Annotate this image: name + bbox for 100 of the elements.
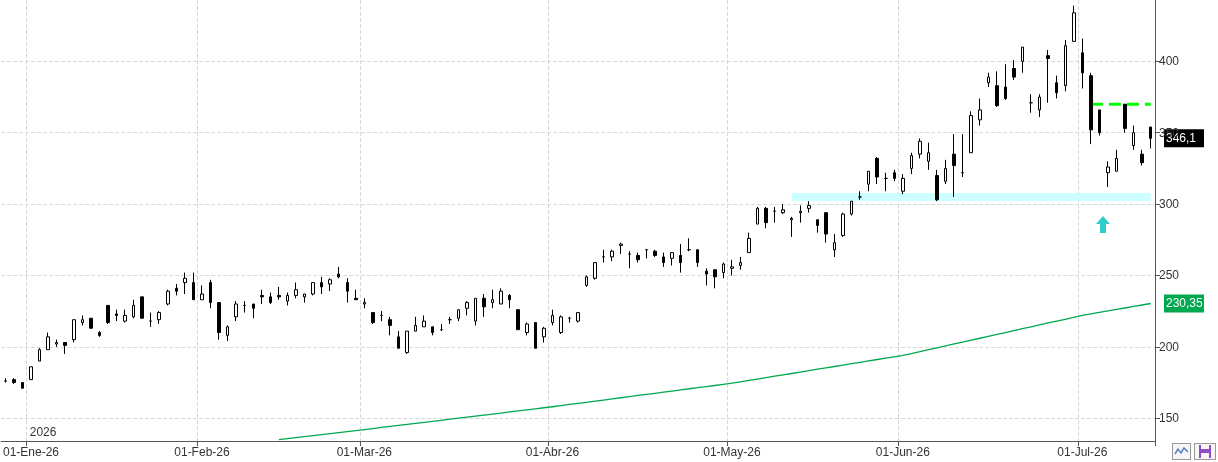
candlestick bbox=[1115, 149, 1118, 172]
candlestick bbox=[354, 289, 358, 301]
candlestick bbox=[320, 276, 323, 295]
candlestick bbox=[918, 137, 922, 159]
candlestick bbox=[841, 212, 845, 238]
candlestick bbox=[867, 170, 870, 192]
candlestick bbox=[474, 297, 477, 326]
candlestick bbox=[593, 262, 597, 281]
candlestick bbox=[636, 252, 640, 264]
candlestick bbox=[1046, 49, 1050, 104]
y-tick-label: 150 bbox=[1159, 411, 1180, 426]
candlestick bbox=[294, 282, 298, 299]
candlestick bbox=[260, 289, 264, 305]
candlestick bbox=[534, 322, 537, 349]
candlestick bbox=[252, 303, 255, 319]
x-tick-label: 01-May-26 bbox=[703, 445, 761, 459]
candlestick bbox=[175, 283, 178, 296]
candlestick bbox=[123, 309, 127, 324]
x-tick-label: 01-Jun-26 bbox=[875, 445, 931, 459]
x-tick-label: 01-Abr-26 bbox=[525, 445, 580, 459]
x-tick-label: 01-Ene-26 bbox=[3, 445, 60, 459]
annotation: 2026 bbox=[29, 425, 57, 439]
candlestick bbox=[816, 219, 819, 234]
candlestick bbox=[670, 252, 674, 266]
candlestick bbox=[1021, 46, 1024, 74]
y-tick-label: 300 bbox=[1159, 197, 1180, 212]
candlestick bbox=[756, 206, 759, 225]
candlestick bbox=[431, 326, 434, 336]
candlestick bbox=[192, 272, 195, 301]
candlestick bbox=[790, 216, 793, 238]
candlestick bbox=[739, 256, 742, 271]
x-tick-label: 01-Feb-26 bbox=[174, 445, 230, 459]
candlestick bbox=[773, 206, 776, 224]
candlestick bbox=[875, 156, 879, 185]
candlestick bbox=[1038, 93, 1041, 118]
line-series bbox=[278, 302, 1152, 441]
candlestick bbox=[952, 133, 956, 198]
candlestick bbox=[63, 342, 67, 355]
candlestick bbox=[499, 287, 503, 305]
candlestick bbox=[764, 206, 768, 229]
candlestick bbox=[807, 200, 811, 214]
candlestick bbox=[21, 381, 24, 389]
candlestick bbox=[687, 237, 691, 252]
candlestick bbox=[346, 277, 349, 304]
candlestick bbox=[850, 200, 853, 216]
candlestick bbox=[1098, 109, 1101, 137]
candlestick bbox=[1089, 72, 1093, 145]
candlestick bbox=[935, 169, 939, 202]
candlestick bbox=[226, 324, 229, 342]
candlestick bbox=[46, 332, 50, 351]
candlestick bbox=[303, 293, 306, 304]
candlestick bbox=[1072, 5, 1076, 42]
candlestick bbox=[29, 366, 33, 381]
candlestick bbox=[405, 330, 409, 355]
candlestick bbox=[927, 142, 930, 171]
candlestick bbox=[286, 292, 289, 306]
candlestick bbox=[679, 243, 682, 274]
candlestick bbox=[200, 284, 204, 301]
candlestick bbox=[516, 309, 520, 331]
candlestick bbox=[576, 312, 580, 324]
candlestick bbox=[799, 205, 802, 224]
candlestick bbox=[1106, 160, 1110, 188]
candlestick bbox=[696, 249, 699, 268]
candlestick bbox=[508, 293, 511, 309]
candlestick bbox=[491, 289, 494, 309]
candlestick bbox=[747, 232, 751, 254]
candlestick bbox=[1004, 63, 1007, 101]
candlestick bbox=[397, 330, 400, 349]
candlestick bbox=[465, 300, 469, 316]
candlestick bbox=[482, 293, 486, 318]
candlestick bbox=[610, 249, 614, 262]
candlestick bbox=[1132, 125, 1135, 151]
candlestick bbox=[209, 279, 212, 309]
candlestick bbox=[12, 377, 16, 385]
candlestick bbox=[559, 314, 563, 335]
candlestick bbox=[371, 312, 375, 325]
candlestick bbox=[183, 272, 187, 295]
y-tick-label: 400 bbox=[1159, 54, 1180, 69]
candlestick bbox=[995, 70, 999, 108]
candlestick bbox=[55, 339, 58, 348]
candlestick bbox=[944, 159, 947, 185]
x-tick-label: 01-Mar-26 bbox=[336, 445, 393, 459]
candlestick bbox=[337, 266, 340, 279]
x-tick-label: 01-Jul-26 bbox=[1057, 445, 1108, 459]
candlestick bbox=[72, 319, 76, 344]
candlestick bbox=[388, 316, 392, 336]
candlestick bbox=[781, 203, 785, 215]
candlestick bbox=[89, 317, 93, 329]
candlestick bbox=[157, 310, 161, 325]
candlestick bbox=[457, 309, 460, 322]
candlestick bbox=[1123, 103, 1127, 134]
candlestick bbox=[901, 173, 905, 195]
candlestick bbox=[619, 242, 623, 255]
candlestick bbox=[824, 212, 828, 244]
candlestick bbox=[1029, 93, 1033, 114]
candlestick bbox=[1081, 38, 1084, 89]
candlestick bbox=[149, 312, 152, 328]
candlestick bbox=[969, 110, 973, 154]
candlestick bbox=[132, 299, 135, 319]
candlestick bbox=[628, 250, 631, 269]
